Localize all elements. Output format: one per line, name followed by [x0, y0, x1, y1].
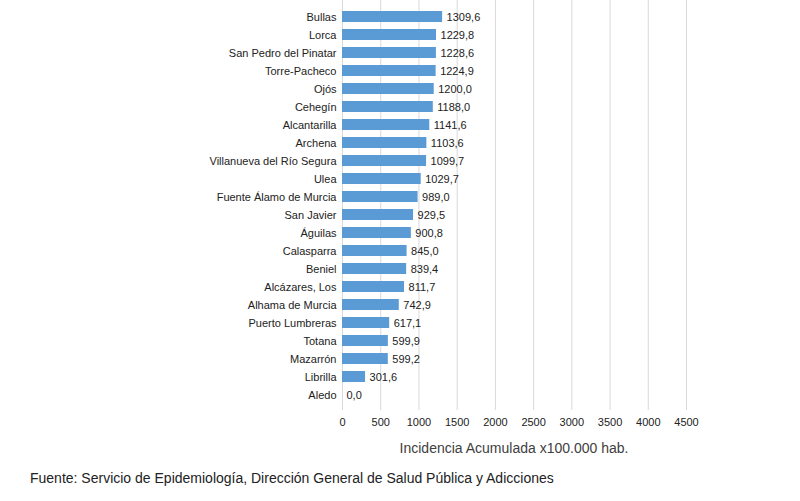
svg-text:500: 500 — [372, 416, 390, 428]
svg-text:Lorca: Lorca — [309, 29, 337, 41]
svg-text:742,9: 742,9 — [403, 299, 431, 311]
svg-text:Mazarrón: Mazarrón — [290, 353, 336, 365]
svg-text:Aledo: Aledo — [308, 389, 336, 401]
svg-text:Puerto Lumbreras: Puerto Lumbreras — [248, 317, 337, 329]
svg-text:1309,6: 1309,6 — [447, 11, 481, 23]
svg-text:1200,0: 1200,0 — [438, 83, 472, 95]
svg-text:2000: 2000 — [483, 416, 507, 428]
svg-text:Alcázares, Los: Alcázares, Los — [264, 281, 337, 293]
svg-text:599,9: 599,9 — [392, 335, 420, 347]
svg-text:Cehegín: Cehegín — [295, 101, 337, 113]
svg-text:1228,6: 1228,6 — [440, 47, 474, 59]
svg-text:1103,6: 1103,6 — [431, 137, 464, 149]
svg-text:839,4: 839,4 — [411, 263, 439, 275]
svg-text:Archena: Archena — [296, 137, 338, 149]
svg-text:Águilas: Águilas — [300, 227, 337, 239]
svg-text:Fuente Álamo de Murcia: Fuente Álamo de Murcia — [217, 191, 338, 203]
svg-text:599,2: 599,2 — [392, 353, 420, 365]
svg-text:Alhama de Murcia: Alhama de Murcia — [248, 299, 338, 311]
svg-text:1500: 1500 — [445, 416, 469, 428]
svg-text:Villanueva del Río Segura: Villanueva del Río Segura — [210, 155, 338, 167]
svg-text:Totana: Totana — [303, 335, 337, 347]
svg-text:3500: 3500 — [598, 416, 622, 428]
svg-text:0: 0 — [339, 416, 345, 428]
svg-text:617,1: 617,1 — [394, 317, 422, 329]
svg-text:989,0: 989,0 — [422, 191, 450, 203]
svg-text:Bullas: Bullas — [307, 11, 337, 23]
svg-text:Torre-Pacheco: Torre-Pacheco — [265, 65, 337, 77]
svg-text:Ulea: Ulea — [314, 173, 338, 185]
svg-text:Librilla: Librilla — [305, 371, 338, 383]
svg-text:Alcantarilla: Alcantarilla — [283, 119, 338, 131]
html-text:Incidencia Acumulada x100.000: Incidencia Acumulada x100.000 hab. — [399, 440, 629, 456]
svg-text:0,0: 0,0 — [347, 389, 362, 401]
svg-text:1141,6: 1141,6 — [434, 119, 467, 131]
svg-text:4500: 4500 — [674, 416, 698, 428]
svg-text:1224,9: 1224,9 — [440, 65, 474, 77]
svg-text:845,0: 845,0 — [411, 245, 439, 257]
svg-text:2500: 2500 — [521, 416, 545, 428]
svg-text:Beniel: Beniel — [306, 263, 337, 275]
svg-text:1188,0: 1188,0 — [437, 101, 470, 113]
svg-text:929,5: 929,5 — [418, 209, 446, 221]
svg-text:4000: 4000 — [636, 416, 660, 428]
svg-text:1029,7: 1029,7 — [425, 173, 459, 185]
svg-text:San Pedro del Pinatar: San Pedro del Pinatar — [229, 47, 337, 59]
html-text:Fuente: Servicio de Epidemiolo: Fuente: Servicio de Epidemiología, Direc… — [30, 470, 554, 486]
svg-text:1229,8: 1229,8 — [441, 29, 475, 41]
svg-text:301,6: 301,6 — [370, 371, 398, 383]
svg-text:811,7: 811,7 — [409, 281, 436, 293]
svg-text:900,8: 900,8 — [415, 227, 443, 239]
svg-text:San Javier: San Javier — [285, 209, 337, 221]
svg-text:Ojós: Ojós — [314, 83, 337, 95]
svg-text:3000: 3000 — [560, 416, 584, 428]
svg-text:1099,7: 1099,7 — [431, 155, 465, 167]
svg-text:1000: 1000 — [407, 416, 431, 428]
svg-text:Calasparra: Calasparra — [283, 245, 338, 257]
